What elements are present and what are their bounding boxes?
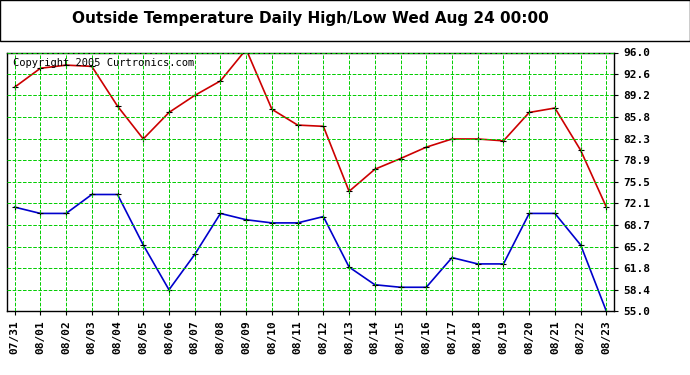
Text: Copyright 2005 Curtronics.com: Copyright 2005 Curtronics.com	[13, 58, 194, 68]
Text: Outside Temperature Daily High/Low Wed Aug 24 00:00: Outside Temperature Daily High/Low Wed A…	[72, 11, 549, 26]
